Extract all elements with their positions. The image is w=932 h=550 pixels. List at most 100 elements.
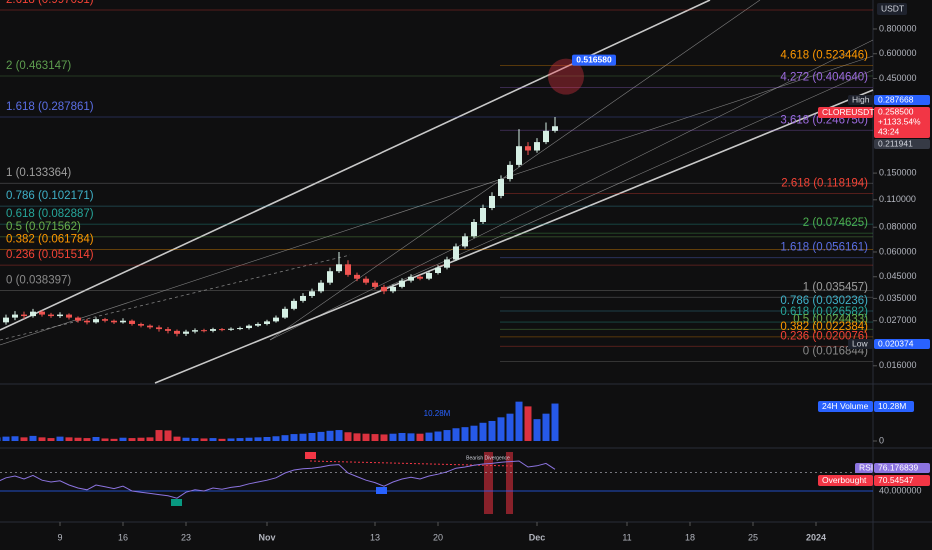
high-name-box [848,95,873,105]
candle-body [66,314,72,318]
volume-bar [38,437,46,441]
last-price: 0.258500 [878,106,914,116]
fib-label: 0.618 (0.026582) [780,306,868,318]
high-name: High [852,94,870,104]
currency-label: USDT [881,3,904,13]
fib-label: 1 (0.133364) [6,167,71,179]
volume-bar [209,438,217,441]
y-tick-label: 0.600000 [879,48,917,58]
volume-bar [119,437,127,441]
volume-bar [443,430,451,441]
y-tick-label: 0.800000 [879,23,917,33]
candle-body [372,282,378,287]
candle-body [408,276,414,281]
fib-label: 4.272 (0.404640) [780,72,868,84]
y-tick-label: 0.110000 [879,194,916,204]
candle-body [444,259,450,268]
volume-bar [353,433,361,441]
candle-body [93,319,99,323]
volume-bar [461,427,469,441]
volume-bar [245,437,253,441]
volume-bar [398,432,406,441]
volume-bar [326,430,334,441]
candle-body [435,267,441,274]
level-value: 0.211941 [878,138,913,148]
volume-title: 24H Volume [822,401,869,411]
divergence-bar [484,452,493,514]
candle-body [363,278,369,283]
y-tick-label: 0.035000 [879,293,917,303]
x-tick-label: 9 [57,532,62,542]
candle-body [426,273,432,279]
fib-label: 1.618 (0.056161) [780,242,868,254]
candle-body [498,179,504,196]
candle-body [453,246,459,260]
rsi-annotation: Bearish Divergence [466,455,510,461]
volume-bar [29,435,37,441]
candle-body [471,221,477,237]
x-tick-label: Nov [258,532,275,542]
candle-body [417,276,423,279]
volume-bar [344,432,352,441]
volume-bar [56,436,64,441]
low-name: Low [852,338,868,348]
candle-body [75,317,81,321]
channel-lower [154,89,874,384]
candle-body [3,317,9,323]
candle-body [273,317,279,322]
high-value: 0.287668 [878,94,914,104]
candle-body [462,236,468,247]
y-tick-label: 0.045000 [879,271,917,281]
fib-label: 0.382 (0.061784) [6,233,94,245]
candle-body [30,311,36,317]
overbought-value-box [874,475,930,486]
volume-bar [371,434,379,441]
trend-line [379,69,874,291]
volume-bar [470,425,478,441]
candle-body [138,323,144,326]
candle-body [534,142,540,151]
candle-body [300,295,306,301]
candle-body [237,328,243,330]
volume-bar [128,438,136,441]
candle-body [552,126,558,131]
volume-bar [497,417,505,441]
y-tick-label: 0.450000 [879,73,917,83]
volume-bar [164,430,172,441]
candle-body [345,264,351,275]
volume-bar [380,434,388,441]
rsi-value-box [874,463,930,473]
candle-body [516,146,522,165]
y-tick-label: 40.000000 [879,485,922,495]
y-tick-label: 0.016000 [879,360,917,370]
candle-body [192,330,198,332]
volume-bar [0,437,1,441]
low-name-box [848,339,873,349]
x-tick-label: 13 [370,532,380,542]
volume-bar [515,401,523,441]
last-box [874,107,930,138]
candle-body [246,325,252,329]
candle-body [282,308,288,318]
volume-bar [290,434,298,441]
volume-bar [65,437,73,441]
candle-body [210,329,216,331]
volume-bar [101,438,109,441]
signal-marker [305,452,316,459]
overbought-label-box [818,475,873,486]
volume-bar [254,437,262,441]
volume-bar [308,432,316,441]
candle-body [48,314,54,317]
fib-label: 2 (0.463147) [6,60,71,72]
volume-bar [542,413,550,441]
volume-bar [92,436,100,441]
volume-bar [146,437,154,441]
symbol-label-box [818,107,873,118]
fib-label: 4.618 (0.523446) [780,50,868,62]
volume-title-box [818,401,873,412]
x-tick-label: 18 [685,532,695,542]
x-tick-label: 2024 [806,532,826,542]
trend-lines [0,0,874,384]
